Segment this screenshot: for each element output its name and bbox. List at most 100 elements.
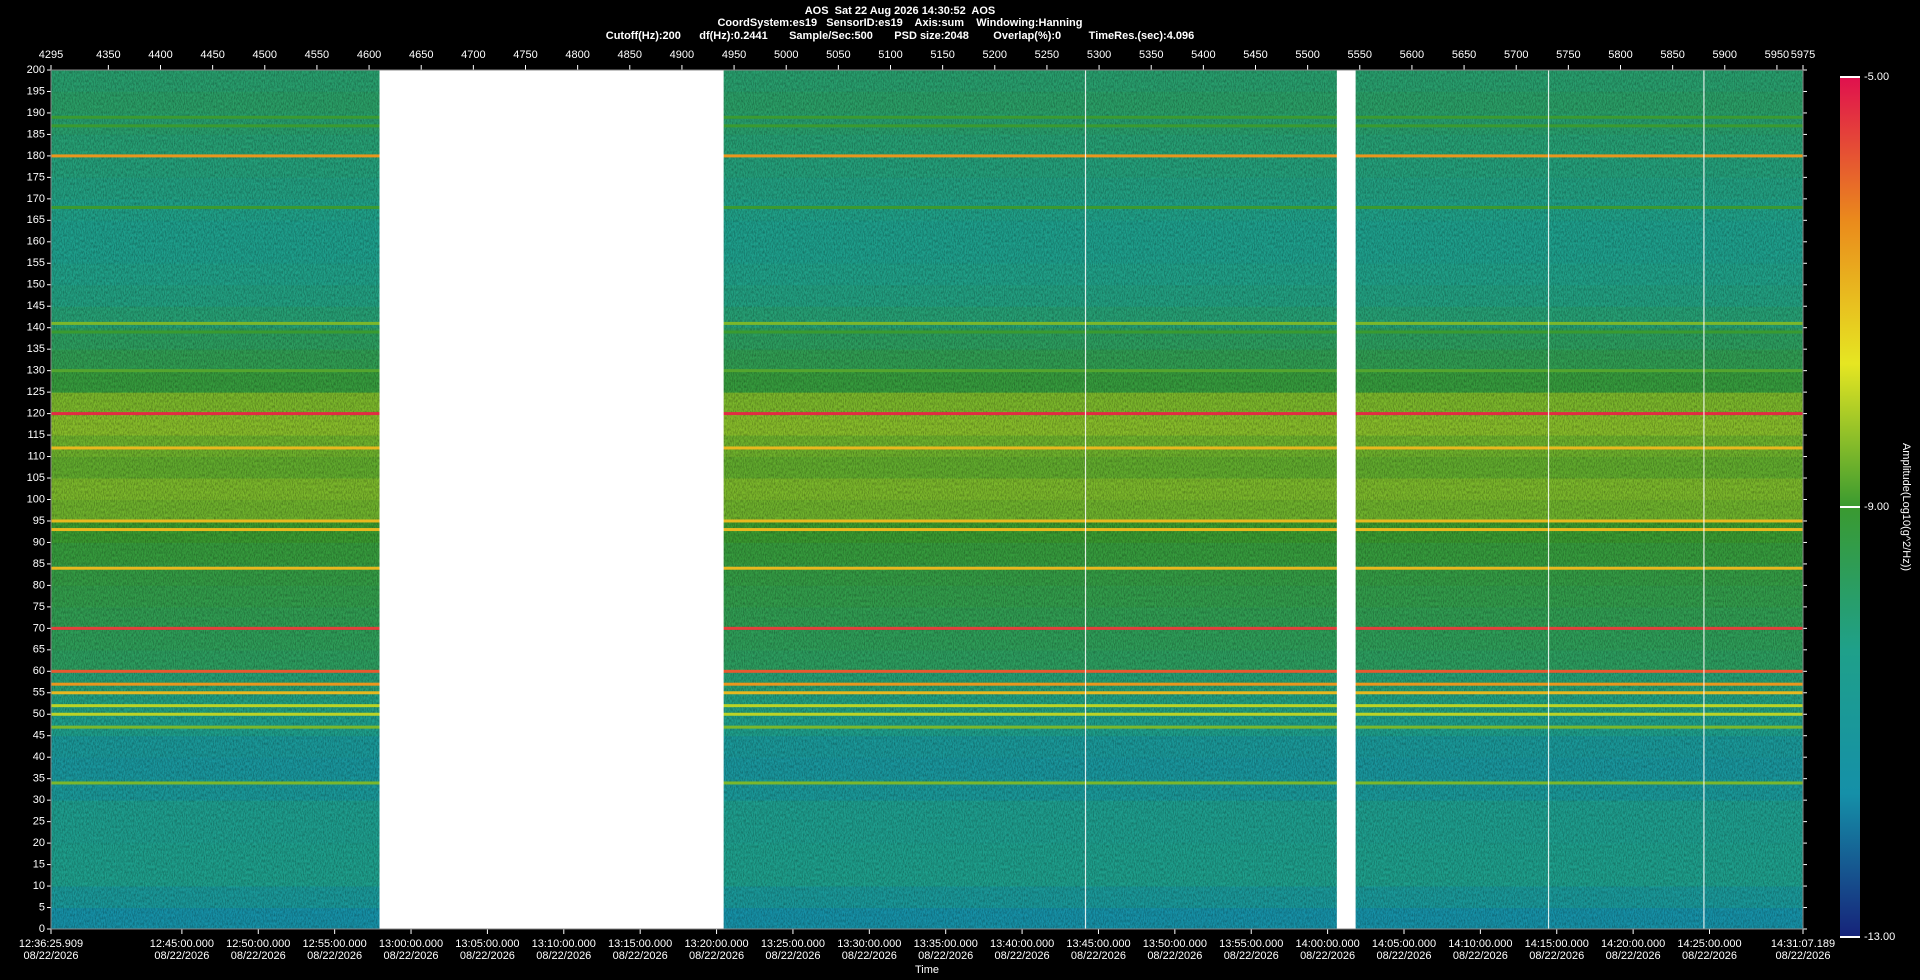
time-tick-date: 08/22/2026 — [1071, 950, 1126, 962]
y-tick-label: 145 — [27, 300, 45, 312]
x-tick-label: 4950 — [722, 49, 746, 61]
x-tick-label: 5900 — [1713, 49, 1737, 61]
y-tick-label: 200 — [27, 64, 45, 76]
time-tick-date: 08/22/2026 — [1529, 950, 1584, 962]
tonal-line — [51, 446, 1803, 450]
tonal-line — [51, 154, 1803, 158]
x-tick-label: 5150 — [930, 49, 954, 61]
y-tick-label: 90 — [33, 536, 45, 548]
y-tick-label: 15 — [33, 858, 45, 870]
x-tick-label: 4900 — [670, 49, 694, 61]
time-tick-label: 14:15:00.000 — [1525, 938, 1589, 950]
x-tick-label: 5650 — [1452, 49, 1476, 61]
x-tick-label: 4400 — [148, 49, 172, 61]
colorbar-tick-label: -5.00 — [1864, 71, 1889, 83]
time-tick-label: 13:20:00.000 — [684, 938, 748, 950]
x-tick-label: 4450 — [200, 49, 224, 61]
x-tick-label: 5500 — [1295, 49, 1319, 61]
y-tick-label: 0 — [39, 923, 45, 935]
noise-texture — [51, 70, 1803, 929]
time-tick-date: 08/22/2026 — [1453, 950, 1508, 962]
y-tick-label: 115 — [27, 429, 45, 441]
y-tick-label: 10 — [33, 880, 45, 892]
y-tick-label: 130 — [27, 365, 45, 377]
time-tick-date: 08/22/2026 — [842, 950, 897, 962]
tonal-line — [51, 682, 1803, 686]
time-tick-label: 12:55:00.000 — [303, 938, 367, 950]
y-tick-label: 20 — [33, 837, 45, 849]
y-tick-label: 80 — [33, 579, 45, 591]
x-tick-label: 5850 — [1660, 49, 1684, 61]
colorbar-tick-label: -13.00 — [1864, 931, 1895, 943]
y-tick-label: 185 — [27, 128, 45, 140]
x-tick-label: 5700 — [1504, 49, 1528, 61]
x-tick-label: 5800 — [1608, 49, 1632, 61]
time-tick-date: 08/22/2026 — [689, 950, 744, 962]
time-tick-label: 12:50:00.000 — [226, 938, 290, 950]
x-tick-label: 5950 — [1765, 49, 1789, 61]
data-gap — [379, 70, 724, 929]
time-tick-label: 13:30:00.000 — [837, 938, 901, 950]
y-tick-label: 135 — [27, 343, 45, 355]
tonal-line — [51, 412, 1803, 416]
time-tick-date: 08/22/2026 — [1606, 950, 1661, 962]
y-tick-label: 140 — [27, 322, 45, 334]
y-tick-label: 195 — [27, 85, 45, 97]
x-tick-label: 4650 — [409, 49, 433, 61]
time-tick-label: 14:31:07.189 — [1771, 938, 1835, 950]
x-tick-label: 5350 — [1139, 49, 1163, 61]
y-tick-label: 150 — [27, 279, 45, 291]
tonal-line — [51, 528, 1803, 532]
time-tick-date: 08/22/2026 — [765, 950, 820, 962]
x-axis-label: Time — [915, 964, 939, 976]
x-tick-label: 4350 — [96, 49, 120, 61]
x-tick-label: 5000 — [774, 49, 798, 61]
y-tick-label: 100 — [27, 493, 45, 505]
tonal-line — [51, 691, 1803, 695]
y-tick-label: 175 — [27, 171, 45, 183]
time-tick-label: 12:45:00.000 — [150, 938, 214, 950]
y-tick-label: 60 — [33, 665, 45, 677]
tonal-line — [51, 124, 1803, 128]
tonal-line — [51, 205, 1803, 209]
x-tick-label: 5100 — [878, 49, 902, 61]
tonal-line — [51, 566, 1803, 570]
y-tick-label: 155 — [27, 257, 45, 269]
time-tick-label: 14:05:00.000 — [1372, 938, 1436, 950]
x-tick-label: 5200 — [983, 49, 1007, 61]
tonal-line — [51, 725, 1803, 729]
tonal-line — [51, 669, 1803, 673]
time-tick-date: 08/22/2026 — [1682, 950, 1737, 962]
time-tick-label: 13:10:00.000 — [532, 938, 596, 950]
time-tick-date: 08/22/2026 — [231, 950, 286, 962]
y-tick-label: 5 — [39, 901, 45, 913]
x-tick-label: 4700 — [461, 49, 485, 61]
x-tick-label: 5250 — [1035, 49, 1059, 61]
time-tick-date: 08/22/2026 — [995, 950, 1050, 962]
time-tick-label: 13:45:00.000 — [1066, 938, 1130, 950]
y-tick-label: 120 — [27, 408, 45, 420]
y-tick-label: 105 — [27, 472, 45, 484]
y-tick-label: 170 — [27, 193, 45, 205]
tonal-line — [51, 321, 1803, 325]
y-tick-label: 65 — [33, 644, 45, 656]
time-tick-label: 14:00:00.000 — [1295, 938, 1359, 950]
time-tick-date: 08/22/2026 — [918, 950, 973, 962]
header-line: AOS Sat 22 Aug 2026 14:30:52 AOS — [805, 5, 996, 17]
tonal-line — [51, 519, 1803, 523]
data-gap — [1336, 70, 1356, 929]
y-tick-label: 95 — [33, 515, 45, 527]
time-tick-label: 13:25:00.000 — [761, 938, 825, 950]
x-tick-label: 5975 — [1791, 49, 1815, 61]
x-tick-label: 4295 — [39, 49, 63, 61]
tonal-line — [51, 369, 1803, 373]
y-tick-label: 75 — [33, 601, 45, 613]
time-tick-label: 14:10:00.000 — [1448, 938, 1512, 950]
colorbar-tick-label: -9.00 — [1864, 501, 1889, 513]
x-tick-label: 5400 — [1191, 49, 1215, 61]
y-tick-label: 25 — [33, 816, 45, 828]
x-tick-label: 4550 — [305, 49, 329, 61]
time-tick-label: 13:55:00.000 — [1219, 938, 1283, 950]
x-tick-label: 5600 — [1400, 49, 1424, 61]
y-tick-label: 160 — [27, 236, 45, 248]
